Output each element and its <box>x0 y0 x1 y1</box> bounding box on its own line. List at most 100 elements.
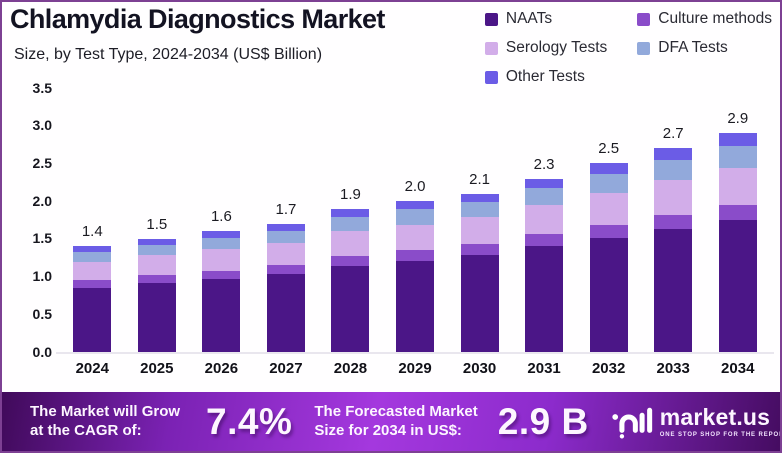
bar-value-label: 2.1 <box>469 170 490 188</box>
legend-item-serology-tests: Serology Tests <box>484 39 608 57</box>
bar-segment-dfa-tests <box>525 188 564 205</box>
stacked-bar <box>589 163 628 352</box>
bar-value-label: 2.5 <box>598 140 620 158</box>
legend-swatch <box>484 12 498 26</box>
bar-segment-culture-methods <box>589 224 628 239</box>
bar-value-label: 2.3 <box>533 155 555 173</box>
x-axis-label: 2024 <box>75 360 109 377</box>
bar-group-2031: 2.3 <box>512 88 577 352</box>
page-title: Chlamydia Diagnostics Market <box>10 4 385 34</box>
bar-segment-naats <box>331 266 370 352</box>
legend-label: Serology Tests <box>505 39 608 56</box>
bar-segment-culture-methods <box>137 275 176 284</box>
y-axis-tick: 0.0 <box>32 343 52 360</box>
stacked-bar <box>396 201 434 352</box>
bar-segment-dfa-tests <box>396 209 434 225</box>
cagr-label: The Market will Grow at the CAGR of: <box>30 403 180 441</box>
legend-swatch <box>484 41 498 55</box>
x-axis-label: 2029 <box>398 360 432 377</box>
legend-label: Other Tests <box>505 68 585 85</box>
bar-group-2029: 2.0 <box>383 88 448 352</box>
bar-segment-naats <box>73 287 112 352</box>
bar-segment-serology-tests <box>654 180 693 215</box>
legend-item-culture-methods: Culture methods <box>637 10 772 28</box>
bar-segment-culture-methods <box>654 214 693 230</box>
y-axis-tick: 3.5 <box>32 79 52 96</box>
stacked-bar <box>460 193 499 352</box>
bar-group-2028: 1.9 <box>318 88 383 352</box>
bar-value-label: 2.0 <box>404 178 426 196</box>
cagr-value: 7.4% <box>206 400 293 442</box>
plot-area: 1.4 1.5 1.6 1.7 1.9 2.0 2.1 2.3 2.5 2.7 2.9 <box>60 88 770 352</box>
bar-segment-naats <box>266 273 305 352</box>
bar-segment-culture-methods <box>460 244 499 256</box>
bar-segment-naats <box>202 278 241 352</box>
bar-group-2034: 2.9 <box>705 88 770 352</box>
bar-segment-dfa-tests <box>654 159 693 181</box>
bar-segment-serology-tests <box>331 231 370 257</box>
bar-segment-serology-tests <box>460 217 499 245</box>
brand-tagline: ONE STOP SHOP FOR THE REPORTS <box>659 431 782 438</box>
brand-name: market.us <box>659 403 771 430</box>
x-axis-label: 2030 <box>462 360 497 377</box>
bar-segment-other-tests <box>525 178 564 189</box>
legend-item-naats: NAATs <box>484 10 607 28</box>
stacked-bar <box>202 231 241 352</box>
marketus-logo-icon <box>612 407 652 438</box>
bar-segment-other-tests <box>266 223 305 231</box>
bar-segment-other-tests <box>654 148 693 160</box>
bar-segment-culture-methods <box>73 280 112 288</box>
bar-segment-other-tests <box>331 208 370 217</box>
legend-label: Culture methods <box>658 10 772 27</box>
bar-value-label: 2.7 <box>662 125 684 143</box>
legend-label: DFA Tests <box>658 39 728 56</box>
y-axis-tick: 0.5 <box>32 305 52 322</box>
bar-value-label: 2.9 <box>727 109 749 127</box>
bar-segment-serology-tests <box>718 167 757 205</box>
bar-segment-culture-methods <box>525 234 564 247</box>
bar-segment-other-tests <box>73 246 112 253</box>
bar-segment-culture-methods <box>266 264 305 274</box>
stacked-bar <box>525 178 564 352</box>
cagr-banner: The Market will Grow at the CAGR of: 7.4… <box>2 392 780 451</box>
bar-segment-naats <box>589 238 628 352</box>
legend-swatch <box>637 12 651 26</box>
bar-segment-culture-methods <box>202 270 241 279</box>
stacked-bar <box>137 238 176 352</box>
bar-segment-dfa-tests <box>589 174 628 193</box>
bar-segment-serology-tests <box>525 204 564 235</box>
bar-value-label: 1.4 <box>81 223 103 241</box>
bar-group-2026: 1.6 <box>189 88 254 352</box>
forecast-label-line1: The Forecasted Market <box>314 402 478 420</box>
bar-segment-dfa-tests <box>73 252 112 263</box>
bar-group-2032: 2.5 <box>576 88 641 352</box>
legend-swatch <box>637 41 651 55</box>
x-axis-label: 2033 <box>656 360 690 377</box>
marketus-logo: market.us ONE STOP SHOP FOR THE REPORTS <box>611 403 782 440</box>
bar-value-label: 1.5 <box>146 215 168 233</box>
x-axis-label: 2026 <box>204 360 239 377</box>
chart-legend: NAATs Culture methods Serology Tests DFA Te… <box>484 10 772 86</box>
x-axis-labels: 2024 2025 2026 2027 2028 2029 2030 2031 2032 2033… <box>60 360 770 377</box>
bar-segment-culture-methods <box>396 250 434 261</box>
bar-group-2030: 2.1 <box>447 88 512 352</box>
cagr-label-line1: The Market will Grow <box>30 402 181 420</box>
bar-segment-dfa-tests <box>137 244 176 256</box>
bar-segment-naats <box>718 220 757 352</box>
stacked-bar <box>73 246 112 352</box>
bar-segment-other-tests <box>718 132 757 147</box>
stacked-bar <box>331 208 370 352</box>
x-axis-label: 2027 <box>269 360 303 377</box>
legend-item-dfa-tests: DFA Tests <box>637 39 772 57</box>
bar-segment-dfa-tests <box>460 201 499 217</box>
bar-value-label: 1.7 <box>275 200 297 218</box>
x-axis-label: 2025 <box>140 360 174 377</box>
forecast-label-line2: Size for 2034 in US$: <box>314 421 462 439</box>
bar-segment-naats <box>525 246 564 352</box>
bar-segment-serology-tests <box>137 255 176 276</box>
x-axis-line <box>56 352 774 354</box>
y-axis-tick: 1.0 <box>32 268 52 285</box>
bar-segment-dfa-tests <box>331 217 370 232</box>
stacked-bar <box>654 148 693 352</box>
